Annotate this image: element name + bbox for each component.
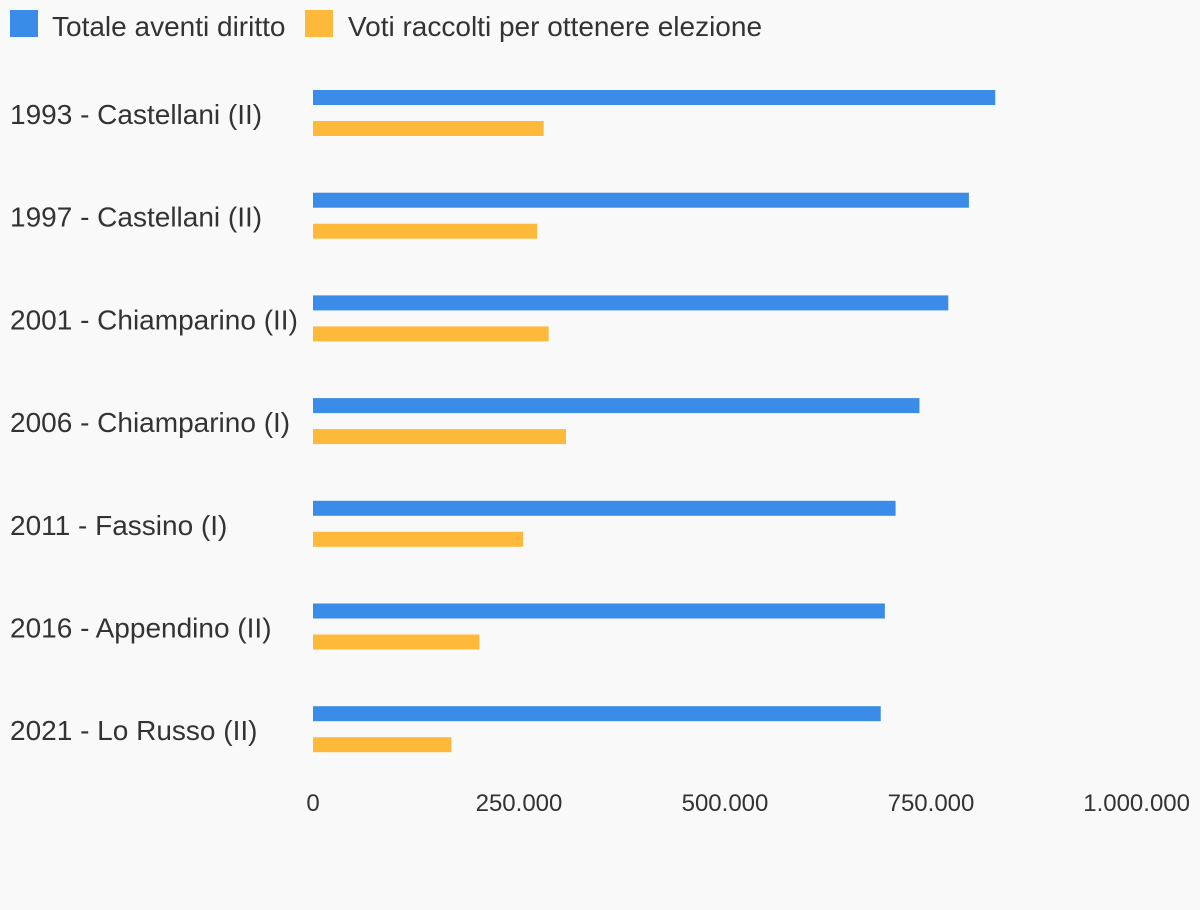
category-labels: 1993 - Castellani (II) 1997 - Castellani … [10, 99, 298, 746]
category-label-2006-chiamparino-i: 2006 - Chiamparino (I) [10, 407, 290, 438]
x-tick-label-1: 250.000 [476, 790, 563, 817]
chart-legend: Totale aventi diritto Voti raccolti per … [10, 10, 762, 42]
category-label-1993-castellani-ii: 1993 - Castellani (II) [10, 99, 262, 130]
bar-voti-raccolti-2006-chiamparino-i [313, 429, 566, 445]
bar-totale-aventi-diritto-2001-chiamparino-ii [313, 295, 949, 311]
x-axis-tick-labels: 0 250.000 500.000 750.000 1.000.000 [306, 790, 1190, 817]
bar-voti-raccolti-2016-appendino-ii [313, 634, 480, 650]
legend-swatch-voti-raccolti [305, 10, 333, 37]
category-label-2001-chiamparino-ii: 2001 - Chiamparino (II) [10, 304, 298, 335]
bar-voti-raccolti-2011-fassino-i [313, 531, 524, 547]
legend-label-totale-aventi-diritto: Totale aventi diritto [52, 11, 285, 42]
category-label-1997-castellani-ii: 1997 - Castellani (II) [10, 202, 262, 233]
x-tick-label-0: 0 [306, 790, 319, 817]
bar-voti-raccolti-1993-castellani-ii [313, 121, 544, 136]
category-label-2021-lo-russo-ii: 2021 - Lo Russo (II) [10, 715, 257, 746]
bar-totale-aventi-diritto-1997-castellani-ii [313, 192, 969, 208]
category-label-2011-fassino-i: 2011 - Fassino (I) [10, 510, 227, 541]
legend-swatch-totale-aventi-diritto [10, 10, 38, 37]
bar-totale-aventi-diritto-2006-chiamparino-i [313, 398, 920, 414]
bar-voti-raccolti-2001-chiamparino-ii [313, 326, 549, 342]
x-tick-label-4: 1.000.000 [1083, 790, 1190, 817]
bar-totale-aventi-diritto-2011-fassino-i [313, 500, 896, 516]
x-tick-label-2: 500.000 [682, 790, 769, 817]
bar-totale-aventi-diritto-1993-castellani-ii [313, 90, 996, 105]
bars [313, 90, 996, 753]
legend-label-voti-raccolti: Voti raccolti per ottenere elezione [348, 11, 762, 42]
bar-voti-raccolti-1997-castellani-ii [313, 223, 538, 239]
category-label-2016-appendino-ii: 2016 - Appendino (II) [10, 613, 272, 644]
bar-totale-aventi-diritto-2021-lo-russo-ii [313, 706, 881, 722]
bar-voti-raccolti-2021-lo-russo-ii [313, 737, 452, 753]
bar-totale-aventi-diritto-2016-appendino-ii [313, 603, 885, 619]
x-tick-label-3: 750.000 [888, 790, 975, 817]
